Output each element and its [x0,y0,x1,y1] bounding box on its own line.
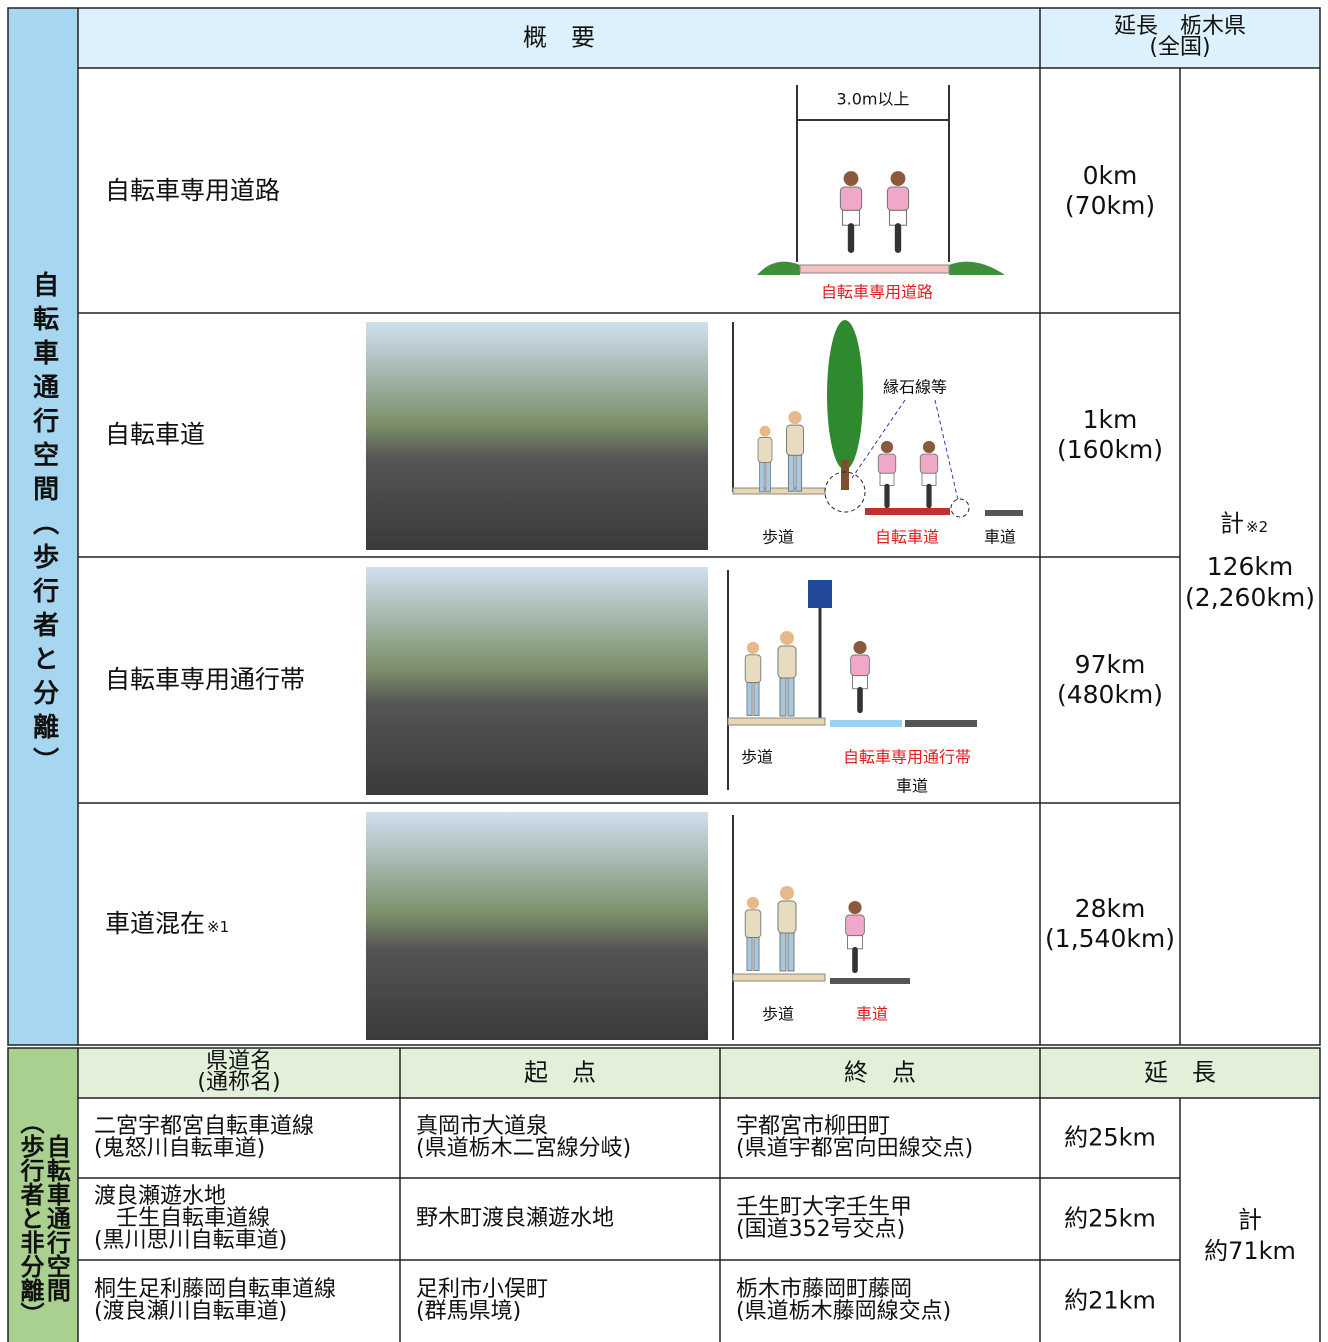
start-point: 真岡市大道泉 (県道栃木二宮線分岐) [416,1116,631,1160]
diagram-label: 縁石線等 [882,377,948,397]
diagram-label: 自転車専用道路 [820,282,934,302]
diagram-label: 自転車専用通行帯 [842,747,972,767]
diagram-label: 車道 [895,776,929,796]
end-point-line: 栃木市藤岡町藤岡 [736,1277,913,1302]
row-length-line: (70km) [1064,190,1156,220]
row-length-line: 1km [1082,405,1138,434]
total-note: ※2 [1246,518,1269,537]
start-point: 野木町渡良瀬遊水地 [416,1208,614,1230]
start-point-line: 真岡市大道泉 [416,1114,549,1139]
header-name-line: (通称名) [197,1070,281,1095]
row-length: 1km (160km) [1057,405,1163,465]
road-name-line: 壬生自転車道線 [94,1206,271,1231]
end-point: 宇都宮市柳田町 (県道宇都宮向田線交点) [736,1116,973,1160]
row-note: ※1 [207,918,230,937]
lower-total: 計約71km [1204,1205,1296,1267]
header-length-line: 延長 栃木県 [1113,14,1247,40]
end-point: 栃木市藤岡町藤岡 (県道栃木藤岡線交点) [736,1279,951,1323]
header-end: 終 点 [844,1058,916,1087]
end-point-line: 宇都宮市柳田町 [736,1114,891,1139]
header-start: 起 点 [524,1058,596,1087]
row-length-line: 0km [1082,160,1138,190]
row-length: 97km (480km) [1057,650,1163,710]
side-label: 自転車通行空間 （歩行者と非分離） [16,1110,71,1326]
diagram-label: 車道 [855,1004,889,1024]
start-point-line: 足利市小俣町 [416,1277,549,1302]
diagram-label: 車道 [983,527,1017,547]
total-label: 計 [1220,509,1244,538]
road-name: 二宮宇都宮自転車道線 (鬼怒川自転車道) [94,1116,314,1160]
start-point-line: (群馬県境) [416,1299,522,1324]
row-length-line: (480km) [1056,680,1164,709]
total-lines: 126km (2,260km) [1185,551,1315,614]
total-lines-line: 126km [1206,551,1294,581]
road-length: 約25km [1064,1123,1156,1152]
start-point: 足利市小俣町 (群馬県境) [416,1279,548,1323]
road-name: 桐生足利藤岡自転車道線 (渡良瀬川自転車道) [94,1279,336,1323]
row-title: 自転車専用道路 [105,175,281,205]
end-point-line: (県道宇都宮向田線交点) [736,1136,974,1161]
row-title: 自転車道 [105,419,206,449]
row-length-line: 97km [1074,650,1146,679]
header-length-line: (全国) [1149,35,1211,60]
row-length: 28km (1,540km) [1045,894,1175,954]
diagram-label: 自転車道 [874,527,940,547]
end-point-line: 壬生町大字壬生甲 [736,1195,913,1220]
header-length: 延 長 [1144,1058,1216,1087]
side-label-line: （歩行者と非分離） [16,1110,44,1326]
diagram-label: 3.0m以上 [836,89,910,109]
end-point-line: (国道352号交点) [736,1217,906,1242]
header-overview: 概 要 [523,23,595,52]
start-point-line: 野木町渡良瀬遊水地 [416,1206,615,1231]
header-name-line: 県道名 [205,1049,273,1075]
diagram-label: 歩道 [740,747,774,767]
road-name-line: 二宮宇都宮自転車道線 [94,1114,315,1139]
total-lines-line: (2,260km) [1185,583,1315,612]
road-name-line: 渡良瀬遊水地 [94,1184,227,1209]
lower-total-line: 計 [1237,1205,1262,1234]
row-length-line: (1,540km) [1045,924,1175,953]
lower-total-line: 約71km [1204,1237,1296,1265]
row-length-line: (160km) [1056,435,1164,464]
row-length-line: 28km [1074,894,1146,923]
end-point: 壬生町大字壬生甲 (国道352号交点) [736,1197,912,1241]
header-name: 県道名 (通称名) [197,1049,281,1095]
row-title: 車道混在 [105,908,206,938]
diagram-label: 歩道 [761,527,795,547]
header-length: 延長 栃木県 (全国) [1113,14,1247,60]
road-length: 約25km [1064,1204,1156,1233]
road-name-line: (渡良瀬川自転車道) [94,1299,288,1324]
row-title: 自転車専用通行帯 [105,664,306,694]
end-point-line: (県道栃木藤岡線交点) [736,1299,952,1324]
diagram-label: 歩道 [761,1004,795,1024]
road-name-line: 桐生足利藤岡自転車道線 [94,1277,337,1302]
start-point-line: (県道栃木二宮線分岐) [416,1136,632,1161]
road-name-line: (黒川思川自転車道) [94,1228,288,1253]
side-label-line: 自転車通行空間 [42,1134,71,1302]
side-label: 自転車通行空間（歩行者と分離） [28,271,59,781]
road-length: 約21km [1064,1286,1156,1315]
road-name: 渡良瀬遊水地 壬生自転車道線 (黒川思川自転車道) [94,1186,287,1252]
row-length: 0km (70km) [1065,161,1155,221]
road-name-line: (鬼怒川自転車道) [94,1136,266,1161]
